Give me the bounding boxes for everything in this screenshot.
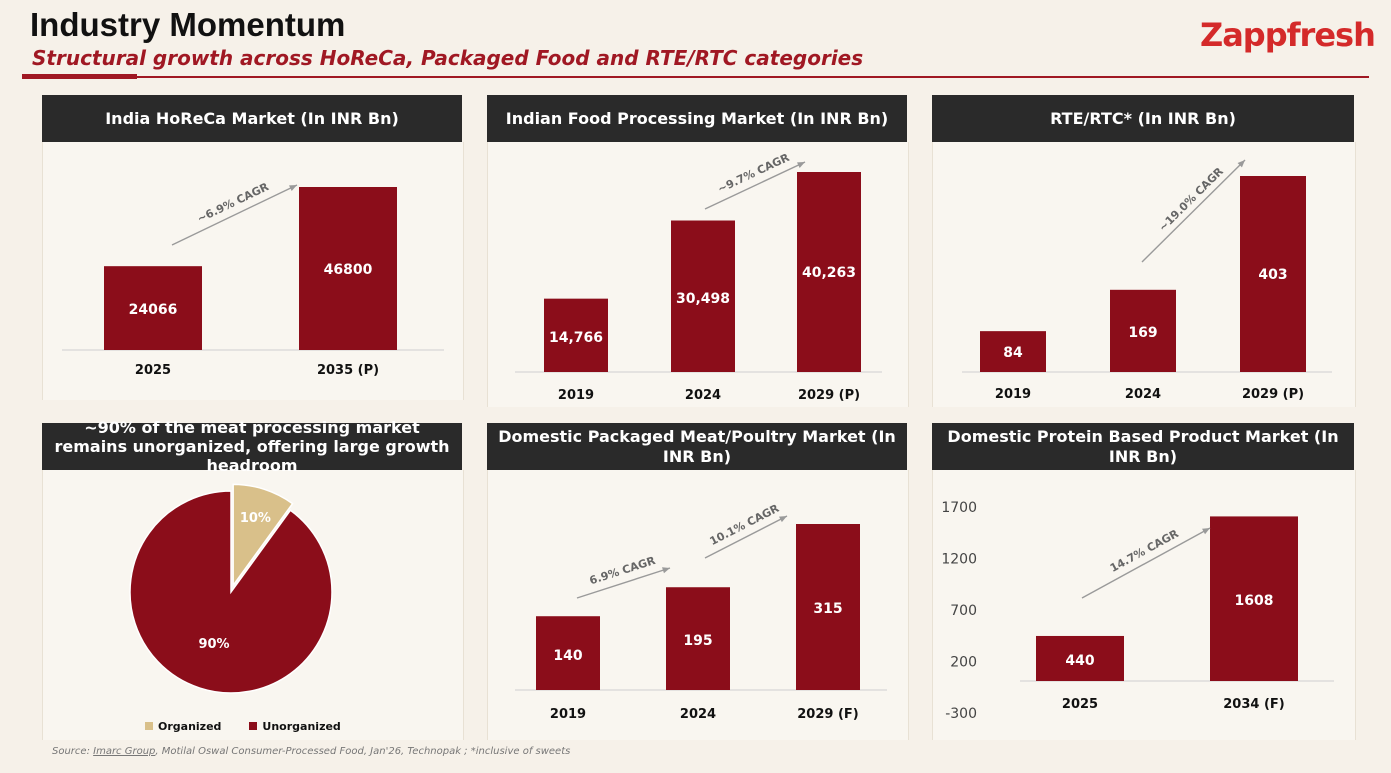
- legend-unorganized: Unorganized: [249, 720, 341, 733]
- pie-slice-organized: [232, 483, 294, 588]
- bar-2019: [980, 331, 1046, 372]
- bar-value-label: 1608: [1235, 593, 1274, 609]
- cagr-arrowhead-0: [289, 185, 297, 191]
- header-food-processing: Indian Food Processing Market (In INR Bn…: [487, 95, 907, 142]
- page-title: Industry Momentum: [30, 6, 346, 43]
- source-note: Source: Imarc Group, Motilal Oswal Consu…: [52, 746, 570, 757]
- bar-2024: [1110, 289, 1176, 372]
- y-tick-label: 1200: [941, 552, 977, 568]
- y-tick-label: 1700: [941, 500, 977, 516]
- x-tick-label: 2024: [680, 707, 716, 722]
- pie-label-unorganized: 90%: [198, 637, 229, 652]
- x-tick-label: 2025: [135, 363, 171, 378]
- header-protein: Domestic Protein Based Product Market (I…: [932, 423, 1354, 470]
- cagr-label-0: 14.7% CAGR: [1108, 527, 1181, 575]
- cagr-arrow-0: [1141, 159, 1246, 263]
- bar-value-label: 24066: [129, 302, 178, 318]
- x-tick-label: 2019: [550, 707, 586, 722]
- source-prefix: Source:: [52, 746, 94, 757]
- x-tick-label: 2019: [558, 388, 594, 403]
- cagr-arrow-0: [171, 184, 298, 246]
- bar-value-label: 46800: [324, 262, 373, 278]
- cagr-arrow-0: [576, 567, 671, 599]
- bar-value-label: 140: [553, 648, 582, 664]
- legend-label-unorganized: Unorganized: [262, 720, 341, 733]
- chart-meat-pie: 10% 90%: [129, 483, 333, 694]
- bar-2034-f-: [1210, 516, 1298, 681]
- bar-2024: [666, 587, 730, 690]
- title-rule: [22, 76, 1369, 78]
- bar-value-label: 14,766: [549, 330, 603, 346]
- bar-2025: [104, 266, 202, 350]
- bar-value-label: 169: [1128, 325, 1157, 341]
- header-packaged-meat: Domestic Packaged Meat/Poultry Market (I…: [487, 423, 907, 470]
- chart-rte: 84 2019 169 2024 403 2029 (P) ~19.0% CAGR: [962, 159, 1332, 402]
- chart-protein: 440 2025 1608 2034 (F) 14.7% CAGR 1700 1200 700…: [941, 500, 1334, 722]
- pie-label-organized: 10%: [240, 511, 271, 526]
- x-tick-label: 2024: [1125, 387, 1161, 402]
- bar-2025: [1036, 635, 1124, 681]
- cagr-label-0: ~19.0% CAGR: [1156, 165, 1226, 235]
- x-tick-label: 2024: [685, 388, 721, 403]
- bar-value-label: 84: [1003, 345, 1023, 361]
- bar-2029-p-: [1240, 176, 1306, 372]
- bar-2019: [544, 298, 608, 372]
- cagr-arrowhead-1: [779, 516, 787, 523]
- x-tick-label: 2034 (F): [1223, 697, 1284, 712]
- bar-2029-p-: [797, 172, 861, 372]
- bar-2029-f-: [796, 524, 860, 690]
- cagr-arrow-1: [704, 515, 788, 559]
- header-rte: RTE/RTC* (In INR Bn): [932, 95, 1354, 142]
- title-rule-accent: [22, 74, 137, 79]
- bar-value-label: 403: [1258, 267, 1287, 283]
- cagr-label-0: 6.9% CAGR: [588, 554, 658, 588]
- header-meat-pie: ~90% of the meat processing market remai…: [42, 418, 462, 475]
- y-tick-label: -300: [945, 706, 977, 722]
- bar-value-label: 315: [813, 601, 842, 617]
- legend-swatch-organized: [145, 722, 153, 730]
- x-tick-label: 2029 (P): [1242, 387, 1304, 402]
- cagr-arrowhead-0: [1237, 160, 1245, 168]
- x-tick-label: 2035 (P): [317, 363, 379, 378]
- bar-value-label: 195: [683, 633, 712, 649]
- x-tick-label: 2029 (F): [797, 707, 858, 722]
- bar-value-label: 30,498: [676, 291, 730, 307]
- legend-label-organized: Organized: [158, 720, 222, 733]
- header-horeca: India HoReCa Market (In INR Bn): [42, 95, 462, 142]
- y-tick-label: 200: [950, 655, 977, 671]
- bar-value-label: 40,263: [802, 265, 856, 281]
- cagr-arrow-0: [1081, 527, 1211, 599]
- source-rest: , Motilal Oswal Consumer-Processed Food,…: [155, 746, 571, 757]
- legend-swatch-unorganized: [249, 722, 258, 730]
- bar-2024: [671, 220, 735, 372]
- zappfresh-logo: Zappfresh: [1200, 16, 1376, 54]
- x-tick-label: 2029 (P): [798, 388, 860, 403]
- cagr-arrow-0: [704, 161, 806, 210]
- cagr-arrowhead-0: [1202, 528, 1210, 535]
- cagr-arrowhead-0: [797, 162, 805, 168]
- pie-slice-unorganized: [129, 490, 333, 694]
- page-subtitle: Structural growth across HoReCa, Package…: [32, 46, 864, 70]
- bar-value-label: 440: [1065, 653, 1094, 669]
- bar-2035-p-: [299, 187, 397, 350]
- source-link[interactable]: Imarc Group: [93, 746, 156, 757]
- x-tick-label: 2019: [995, 387, 1031, 402]
- bar-2019: [536, 616, 600, 690]
- legend-organized: Organized: [145, 720, 221, 733]
- cagr-arrowhead-0: [662, 567, 670, 574]
- y-tick-label: 700: [950, 603, 977, 619]
- x-tick-label: 2025: [1062, 697, 1098, 712]
- pie-legend: Organized Unorganized: [145, 720, 341, 733]
